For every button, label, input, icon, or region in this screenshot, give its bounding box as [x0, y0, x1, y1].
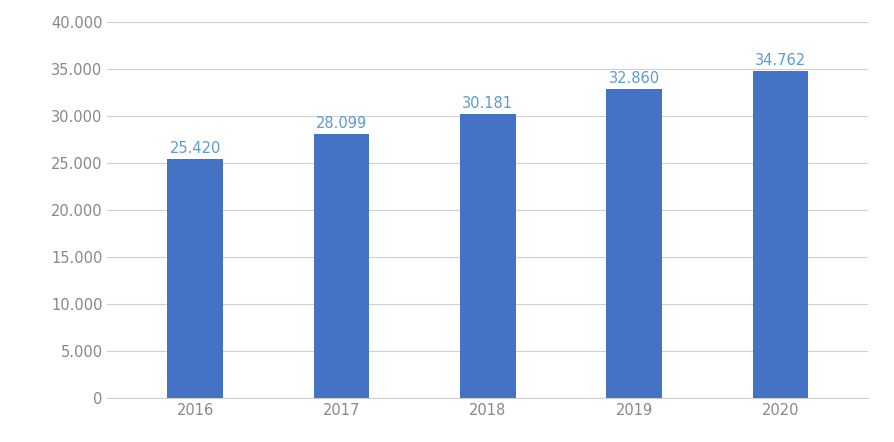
Text: 32.860: 32.860 [608, 71, 659, 86]
Bar [752, 71, 807, 398]
Text: 25.420: 25.420 [169, 141, 221, 156]
Text: 34.762: 34.762 [754, 53, 805, 68]
Bar [167, 159, 223, 398]
Text: 28.099: 28.099 [316, 116, 367, 130]
Bar [605, 89, 662, 398]
Text: 30.181: 30.181 [462, 96, 512, 111]
Bar [460, 114, 515, 398]
Bar [313, 134, 369, 398]
